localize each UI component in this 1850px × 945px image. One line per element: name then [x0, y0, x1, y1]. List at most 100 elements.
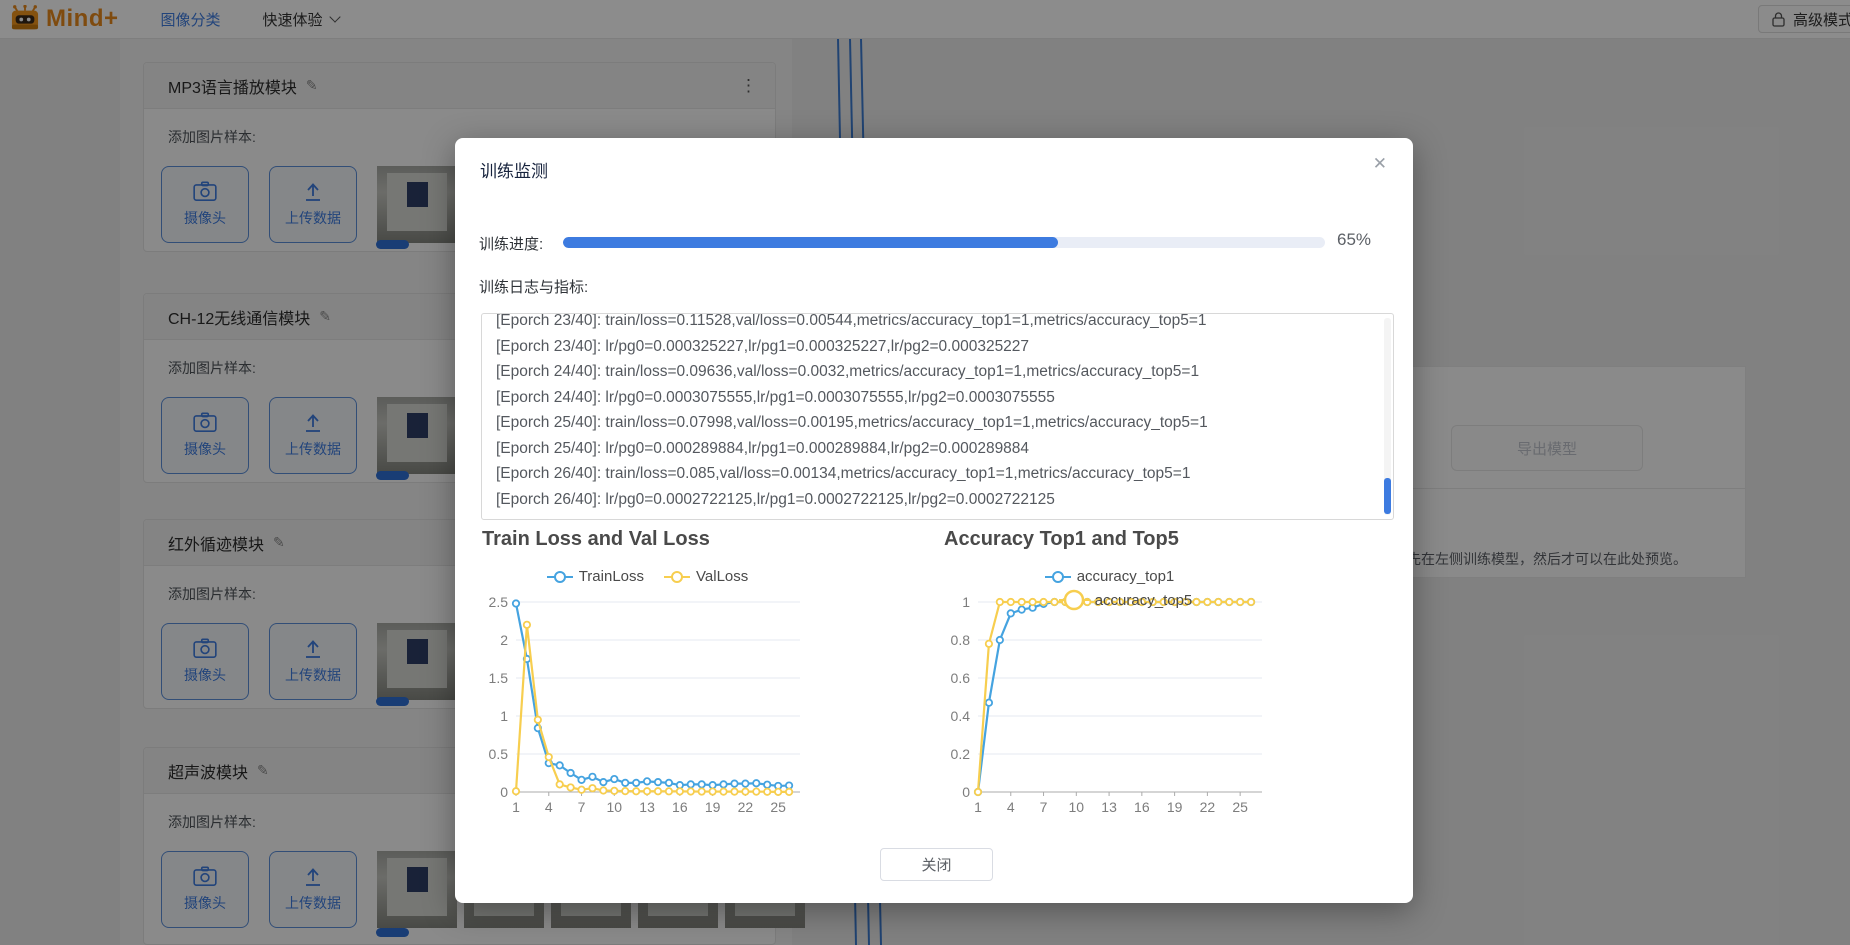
log-scrollbar-track: [1384, 318, 1391, 515]
svg-text:0.2: 0.2: [951, 746, 971, 762]
svg-text:25: 25: [770, 799, 786, 815]
svg-text:16: 16: [1134, 799, 1150, 815]
camera-icon: [193, 412, 217, 432]
robot-logo-icon: [11, 5, 39, 30]
loss-chart-title: Train Loss and Val Loss: [482, 528, 710, 550]
accuracy-chart: Accuracy Top1 and Top5 0 0.2 0.4 0.6 0.8 1 1 4 7…: [942, 528, 1277, 823]
svg-text:4: 4: [1007, 799, 1015, 815]
sample-count-pill: [376, 240, 409, 249]
add-sample-label: 添加图片样本:: [168, 360, 256, 376]
edit-icon[interactable]: ✎: [273, 534, 285, 550]
training-log[interactable]: [Eporch 23/40]: train/loss=0.11528,val/l…: [481, 313, 1394, 520]
svg-text:0: 0: [500, 784, 508, 800]
svg-text:0: 0: [962, 784, 970, 800]
brand-logo: Mind+: [10, 5, 119, 33]
svg-text:0.8: 0.8: [951, 632, 971, 648]
camera-button[interactable]: 摄像头: [161, 397, 249, 474]
add-sample-label: 添加图片样本:: [168, 129, 256, 145]
upload-button[interactable]: 上传数据: [269, 166, 357, 243]
camera-icon: [193, 638, 217, 658]
module-title: CH-12无线通信模块: [168, 310, 311, 328]
progress-percent: 65%: [1337, 230, 1372, 249]
svg-text:2.5: 2.5: [489, 594, 509, 610]
nav-quick-experience[interactable]: 快速体验: [263, 9, 341, 30]
svg-text:25: 25: [1232, 799, 1248, 815]
sample-thumbnail[interactable]: [377, 166, 457, 243]
kebab-menu-icon[interactable]: ⋮: [740, 76, 757, 95]
log-line: [Eporch 26/40]: train/loss=0.085,val/los…: [496, 465, 1191, 482]
svg-text:19: 19: [705, 799, 721, 815]
nav-image-classification[interactable]: 图像分类: [160, 11, 221, 29]
progress-bar: [563, 237, 1325, 248]
legend-item[interactable]: TrainLoss: [546, 568, 644, 585]
upload-icon: [306, 414, 320, 432]
legend-item[interactable]: ValLoss: [664, 568, 748, 585]
brand-name: Mind+: [46, 5, 119, 32]
logs-label: 训练日志与指标:: [479, 279, 589, 296]
edit-icon[interactable]: ✎: [257, 762, 269, 778]
log-line: [Eporch 23/40]: train/loss=0.11528,val/l…: [496, 313, 1207, 329]
svg-text:22: 22: [1200, 799, 1216, 815]
svg-text:7: 7: [1040, 799, 1048, 815]
svg-text:1: 1: [512, 799, 520, 815]
sample-count-pill: [376, 928, 409, 937]
progress-label: 训练进度:: [479, 236, 544, 253]
loss-chart: Train Loss and Val Loss 0 0.5 1 1.5 2 2.5 1 4 7 1…: [480, 528, 815, 823]
svg-text:22: 22: [738, 799, 754, 815]
legend-item[interactable]: accuracy_top5: [1058, 589, 1192, 611]
upload-button[interactable]: 上传数据: [269, 397, 357, 474]
edit-icon[interactable]: ✎: [305, 77, 318, 93]
upload-icon: [306, 640, 320, 658]
module-title: MP3语言播放模块: [168, 79, 297, 97]
add-sample-label: 添加图片样本:: [168, 586, 256, 602]
close-button[interactable]: 关闭: [880, 848, 993, 881]
upload-button[interactable]: 上传数据: [269, 851, 357, 928]
camera-button[interactable]: 摄像头: [161, 623, 249, 700]
camera-icon: [193, 866, 217, 886]
close-icon[interactable]: ✕: [1372, 154, 1387, 173]
svg-text:13: 13: [639, 799, 655, 815]
log-line: [Eporch 26/40]: lr/pg0=0.0002722125,lr/p…: [496, 490, 1055, 508]
edit-icon[interactable]: ✎: [319, 308, 331, 324]
svg-text:2: 2: [500, 632, 508, 648]
sample-thumbnail[interactable]: [377, 851, 457, 928]
sample-count-pill: [376, 471, 409, 480]
preview-hint-text: 先在左侧训练模型，然后才可以在此处预览。: [1407, 551, 1687, 567]
modal-title: 训练监测: [480, 162, 548, 181]
legend-item[interactable]: accuracy_top1: [1044, 568, 1174, 585]
svg-text:7: 7: [578, 799, 586, 815]
svg-text:13: 13: [1101, 799, 1117, 815]
export-model-button[interactable]: 导出模型: [1451, 425, 1643, 471]
camera-button[interactable]: 摄像头: [161, 851, 249, 928]
svg-text:0.6: 0.6: [951, 670, 971, 686]
camera-icon: [193, 181, 217, 201]
training-log-lines: [Eporch 23/40]: train/loss=0.11528,val/l…: [496, 313, 1379, 512]
log-line: [Eporch 25/40]: lr/pg0=0.000289884,lr/pg…: [496, 439, 1030, 457]
advanced-mode-button[interactable]: 高级模式: [1758, 5, 1850, 33]
upload-icon: [306, 868, 320, 886]
svg-text:16: 16: [672, 799, 688, 815]
training-monitor-modal: 训练监测 ✕ 训练进度: 65% 训练日志与指标: [Eporch 23/40]…: [455, 138, 1413, 903]
svg-text:1: 1: [974, 799, 982, 815]
progress-bar-fill: [563, 237, 1059, 248]
module-title: 超声波模块: [168, 764, 249, 782]
camera-button[interactable]: 摄像头: [161, 166, 249, 243]
card-header: MP3语言播放模块 ✎ ⋮: [144, 63, 775, 109]
add-sample-label: 添加图片样本:: [168, 814, 256, 830]
log-line: [Eporch 24/40]: train/loss=0.09636,val/l…: [496, 363, 1200, 380]
log-scrollbar-thumb[interactable]: [1384, 478, 1391, 514]
svg-text:10: 10: [1069, 799, 1085, 815]
upload-button[interactable]: 上传数据: [269, 623, 357, 700]
svg-text:0.5: 0.5: [489, 746, 509, 762]
svg-text:4: 4: [545, 799, 553, 815]
svg-text:10: 10: [607, 799, 623, 815]
log-line: [Eporch 24/40]: lr/pg0=0.0003075555,lr/p…: [496, 388, 1055, 406]
svg-text:19: 19: [1167, 799, 1183, 815]
sample-count-pill: [376, 697, 409, 706]
sample-thumbnail[interactable]: [377, 623, 457, 700]
svg-text:1: 1: [962, 594, 970, 610]
sample-thumbnail[interactable]: [377, 397, 457, 474]
svg-text:1.5: 1.5: [489, 670, 509, 686]
svg-text:1: 1: [500, 708, 508, 724]
lock-icon: [1772, 11, 1785, 27]
